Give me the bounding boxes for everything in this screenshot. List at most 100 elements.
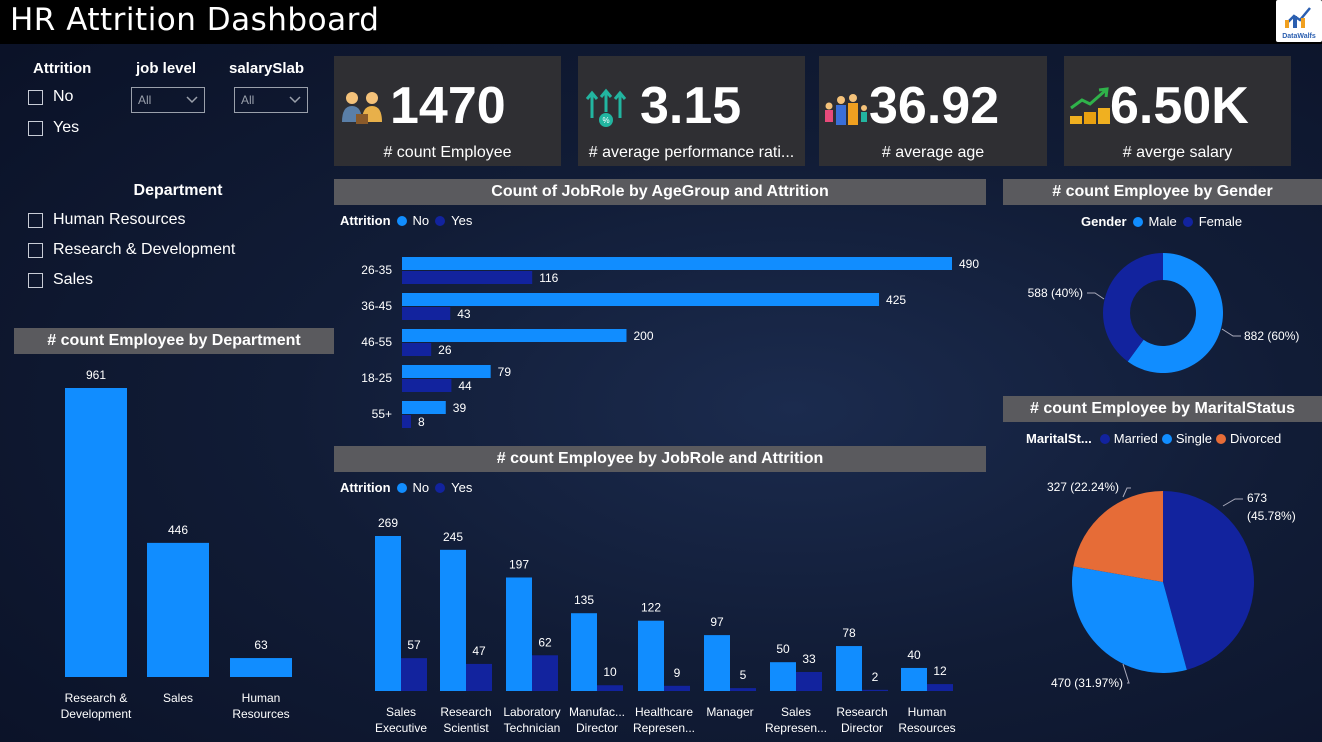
data-label: 2 <box>872 670 879 684</box>
jobrole-bar-no[interactable] <box>836 646 862 691</box>
legend-dot-no <box>396 482 407 493</box>
legend-label: No <box>412 480 430 495</box>
logo-chart-icon <box>1285 7 1311 28</box>
age-bar-yes[interactable] <box>402 415 411 428</box>
department-option-sales[interactable]: Sales <box>28 265 328 295</box>
legend-title: Attrition <box>340 213 391 228</box>
kpi-card-avg-performance[interactable]: % 3.15 # average performance rati... <box>578 56 805 166</box>
data-label: 961 <box>86 368 106 382</box>
department-option-hr[interactable]: Human Resources <box>28 205 328 235</box>
family-icon <box>825 94 867 125</box>
data-label: 135 <box>574 593 594 607</box>
legend-dot-female <box>1182 216 1193 227</box>
checkbox[interactable] <box>28 272 43 288</box>
jobrole-bar-no[interactable] <box>638 620 664 691</box>
data-label: 490 <box>959 257 979 271</box>
tick-label: Human Resources <box>232 691 289 721</box>
age-bar-yes[interactable] <box>402 343 432 356</box>
data-label: (45.78%) <box>1247 509 1296 523</box>
jobrole-chart-header: # count Employee by JobRole and Attritio… <box>334 446 986 472</box>
logo-text: DataWalfs <box>1282 33 1316 40</box>
jobrole-bar-chart[interactable]: 269 57 Sales Executive 245 47 Research Scientis… <box>334 500 986 742</box>
jobrole-bar-yes[interactable] <box>401 658 427 691</box>
age-bar-no[interactable] <box>402 401 446 414</box>
department-slicer: Department Human Resources Research & De… <box>28 182 328 295</box>
age-bar-yes[interactable] <box>402 271 533 284</box>
jobrole-bar-no[interactable] <box>375 536 401 691</box>
kpi-label: # average performance rati... <box>588 144 795 161</box>
svg-text:%: % <box>602 116 609 125</box>
jobrole-bar-no[interactable] <box>704 635 730 691</box>
kpi-card-avg-age[interactable]: 36.92 # average age <box>819 56 1047 166</box>
checkbox[interactable] <box>28 212 43 228</box>
data-label: 57 <box>407 638 421 652</box>
logo: DataWalfs <box>1276 0 1322 42</box>
marital-pie-chart[interactable]: 673 (45.78%) 470 (31.97%) 327 (22.24%) <box>1003 452 1322 742</box>
tick-label: 26-35 <box>361 263 392 277</box>
jobrole-bar-yes[interactable] <box>862 689 888 691</box>
jobrole-bar-yes[interactable] <box>730 688 756 691</box>
marital-slice-married[interactable] <box>1163 491 1254 670</box>
marital-slice-divorced[interactable] <box>1073 491 1163 582</box>
page-title: HR Attrition Dashboard <box>10 2 380 38</box>
jobrole-bar-no[interactable] <box>770 662 796 691</box>
kpi-label: # average age <box>881 144 985 161</box>
attrition-option-no[interactable]: No <box>28 83 91 111</box>
legend-title: MaritalSt... <box>1026 431 1092 446</box>
kpi-value: 6.50K <box>1110 77 1249 135</box>
dept-bar[interactable] <box>147 542 209 677</box>
department-option-rd[interactable]: Research & Development <box>28 235 328 265</box>
jobrole-bar-no[interactable] <box>901 667 927 691</box>
jobrole-bar-no[interactable] <box>506 577 532 691</box>
tick-label: Sales Represen... <box>765 705 827 735</box>
dept-bar[interactable] <box>230 658 292 677</box>
gender-donut-chart[interactable]: 882 (60%) 588 (40%) <box>1003 236 1322 386</box>
leader-line <box>1122 663 1130 684</box>
jobrole-bar-yes[interactable] <box>664 685 690 691</box>
leader-line <box>1221 328 1241 337</box>
agegroup-bar-chart[interactable]: 26-35 490 116 36-45 425 43 46-55 200 26 18-25 79 44… <box>334 240 986 440</box>
jobrole-bar-yes[interactable] <box>597 685 623 691</box>
jobrole-bar-yes[interactable] <box>532 655 558 691</box>
jobrole-bar-no[interactable] <box>440 549 466 691</box>
age-bar-no[interactable] <box>402 293 880 306</box>
jobrole-bar-yes[interactable] <box>796 671 822 691</box>
data-label: 39 <box>453 401 467 415</box>
salary-slab-title: salarySlab <box>229 60 305 77</box>
gender-legend: Gender Male Female <box>1081 214 1242 229</box>
option-label: No <box>53 88 74 105</box>
leader-line <box>1087 292 1105 300</box>
data-label: 116 <box>539 271 558 285</box>
jobrole-bar-yes[interactable] <box>466 663 492 691</box>
department-bar-chart[interactable]: 961 Research & Development 446 Sales 63 Human R… <box>14 358 334 742</box>
gender-slice-female[interactable] <box>1103 253 1163 362</box>
job-level-dropdown[interactable]: All <box>131 87 205 113</box>
tick-label: Sales <box>163 691 193 705</box>
age-bar-no[interactable] <box>402 257 952 270</box>
legend-dot-yes <box>435 215 446 226</box>
jobrole-bar-yes[interactable] <box>927 684 953 691</box>
legend-title: Attrition <box>340 480 391 495</box>
dept-bar[interactable] <box>65 388 127 677</box>
attrition-option-yes[interactable]: Yes <box>28 114 91 142</box>
marital-slice-single[interactable] <box>1072 566 1187 673</box>
legend-dot-male <box>1132 216 1143 227</box>
data-label: 446 <box>168 523 188 537</box>
tick-label: Human Resources <box>898 705 955 735</box>
age-bar-no[interactable] <box>402 365 491 378</box>
checkbox[interactable] <box>28 242 43 258</box>
data-label: 12 <box>933 664 947 678</box>
gender-slice-male[interactable] <box>1127 253 1223 373</box>
salary-slab-dropdown[interactable]: All <box>234 87 308 113</box>
age-bar-no[interactable] <box>402 329 627 342</box>
checkbox[interactable] <box>28 120 43 136</box>
legend-title: Gender <box>1081 214 1127 229</box>
jobrole-bar-no[interactable] <box>571 613 597 691</box>
marital-chart-header: # count Employee by MaritalStatus <box>1003 396 1322 422</box>
kpi-card-employee-count[interactable]: 1470 # count Employee <box>334 56 561 166</box>
age-bar-yes[interactable] <box>402 379 452 392</box>
age-bar-yes[interactable] <box>402 307 451 320</box>
kpi-card-avg-salary[interactable]: 6.50K # averge salary <box>1064 56 1291 166</box>
checkbox[interactable] <box>28 89 43 105</box>
legend-dot-no <box>396 215 407 226</box>
